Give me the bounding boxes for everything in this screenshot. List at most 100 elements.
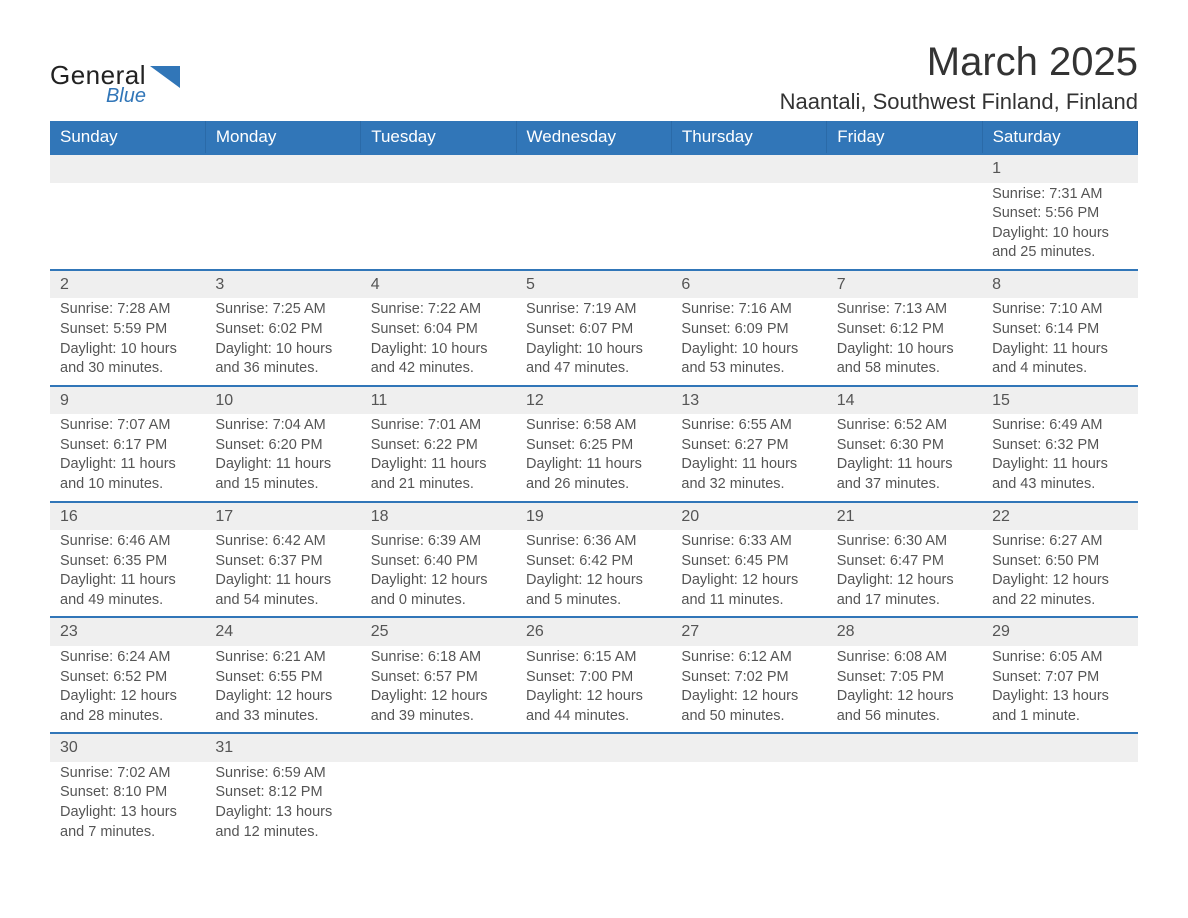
- daynum-row: 23242526272829: [50, 617, 1138, 646]
- sunrise-text: Sunrise: 6:05 AM: [992, 648, 1127, 668]
- day-detail-cell: Sunrise: 7:13 AMSunset: 6:12 PMDaylight:…: [827, 298, 982, 385]
- day-detail-cell: Sunrise: 7:25 AMSunset: 6:02 PMDaylight:…: [205, 298, 360, 385]
- day-number-cell: 2: [50, 270, 205, 299]
- day-number-cell: 25: [361, 617, 516, 646]
- sunrise-text: Sunrise: 6:12 AM: [681, 648, 816, 668]
- sunrise-text: Sunrise: 6:39 AM: [371, 532, 506, 552]
- sunrise-text: Sunrise: 6:46 AM: [60, 532, 195, 552]
- day-detail-cell: Sunrise: 7:31 AMSunset: 5:56 PMDaylight:…: [982, 183, 1137, 270]
- sunrise-text: Sunrise: 7:07 AM: [60, 416, 195, 436]
- sunset-text: Sunset: 7:07 PM: [992, 668, 1127, 688]
- day-detail-cell: Sunrise: 6:24 AMSunset: 6:52 PMDaylight:…: [50, 646, 205, 733]
- sunrise-text: Sunrise: 6:36 AM: [526, 532, 661, 552]
- day-detail-cell: [671, 183, 826, 270]
- sunset-text: Sunset: 6:22 PM: [371, 436, 506, 456]
- daylight-text: Daylight: 10 hours and 30 minutes.: [60, 340, 195, 379]
- sunset-text: Sunset: 6:04 PM: [371, 320, 506, 340]
- day-number-cell: 28: [827, 617, 982, 646]
- detail-row: Sunrise: 6:24 AMSunset: 6:52 PMDaylight:…: [50, 646, 1138, 733]
- day-detail-cell: Sunrise: 6:49 AMSunset: 6:32 PMDaylight:…: [982, 414, 1137, 501]
- detail-row: Sunrise: 7:07 AMSunset: 6:17 PMDaylight:…: [50, 414, 1138, 501]
- sunrise-text: Sunrise: 7:10 AM: [992, 300, 1127, 320]
- day-detail-cell: Sunrise: 6:18 AMSunset: 6:57 PMDaylight:…: [361, 646, 516, 733]
- day-number-cell: 31: [205, 733, 360, 762]
- sunset-text: Sunset: 6:30 PM: [837, 436, 972, 456]
- sunset-text: Sunset: 6:02 PM: [215, 320, 350, 340]
- day-number-cell: 29: [982, 617, 1137, 646]
- weekday-header: Thursday: [671, 121, 826, 154]
- day-number-cell: 13: [671, 386, 826, 415]
- daynum-row: 2345678: [50, 270, 1138, 299]
- sunset-text: Sunset: 6:20 PM: [215, 436, 350, 456]
- day-number-cell: 15: [982, 386, 1137, 415]
- day-detail-cell: Sunrise: 7:16 AMSunset: 6:09 PMDaylight:…: [671, 298, 826, 385]
- sunrise-text: Sunrise: 6:49 AM: [992, 416, 1127, 436]
- day-detail-cell: Sunrise: 7:10 AMSunset: 6:14 PMDaylight:…: [982, 298, 1137, 385]
- daynum-row: 3031: [50, 733, 1138, 762]
- sunset-text: Sunset: 6:40 PM: [371, 552, 506, 572]
- sunrise-text: Sunrise: 6:27 AM: [992, 532, 1127, 552]
- day-number-cell: 12: [516, 386, 671, 415]
- sunset-text: Sunset: 5:59 PM: [60, 320, 195, 340]
- day-detail-cell: Sunrise: 7:02 AMSunset: 8:10 PMDaylight:…: [50, 762, 205, 848]
- day-number-cell: 23: [50, 617, 205, 646]
- day-detail-cell: Sunrise: 7:19 AMSunset: 6:07 PMDaylight:…: [516, 298, 671, 385]
- logo-text: General Blue: [50, 60, 146, 108]
- header: General Blue March 2025 Naantali, Southw…: [50, 40, 1138, 115]
- sunset-text: Sunset: 6:25 PM: [526, 436, 661, 456]
- sunset-text: Sunset: 7:05 PM: [837, 668, 972, 688]
- sunset-text: Sunset: 5:56 PM: [992, 204, 1127, 224]
- daylight-text: Daylight: 12 hours and 39 minutes.: [371, 687, 506, 726]
- day-detail-cell: Sunrise: 6:21 AMSunset: 6:55 PMDaylight:…: [205, 646, 360, 733]
- day-detail-cell: Sunrise: 6:42 AMSunset: 6:37 PMDaylight:…: [205, 530, 360, 617]
- daylight-text: Daylight: 11 hours and 10 minutes.: [60, 455, 195, 494]
- weekday-header: Friday: [827, 121, 982, 154]
- sunset-text: Sunset: 6:50 PM: [992, 552, 1127, 572]
- daylight-text: Daylight: 12 hours and 22 minutes.: [992, 571, 1127, 610]
- day-number-cell: 16: [50, 502, 205, 531]
- daylight-text: Daylight: 13 hours and 1 minute.: [992, 687, 1127, 726]
- sunrise-text: Sunrise: 6:59 AM: [215, 764, 350, 784]
- day-number-cell: [50, 154, 205, 183]
- day-number-cell: 9: [50, 386, 205, 415]
- day-detail-cell: [516, 762, 671, 848]
- daylight-text: Daylight: 10 hours and 36 minutes.: [215, 340, 350, 379]
- daylight-text: Daylight: 10 hours and 42 minutes.: [371, 340, 506, 379]
- daylight-text: Daylight: 10 hours and 58 minutes.: [837, 340, 972, 379]
- daylight-text: Daylight: 10 hours and 25 minutes.: [992, 224, 1127, 263]
- day-detail-cell: Sunrise: 6:58 AMSunset: 6:25 PMDaylight:…: [516, 414, 671, 501]
- day-detail-cell: [827, 762, 982, 848]
- day-number-cell: [361, 154, 516, 183]
- daylight-text: Daylight: 10 hours and 47 minutes.: [526, 340, 661, 379]
- day-detail-cell: [50, 183, 205, 270]
- sunrise-text: Sunrise: 6:52 AM: [837, 416, 972, 436]
- daylight-text: Daylight: 10 hours and 53 minutes.: [681, 340, 816, 379]
- day-number-cell: [361, 733, 516, 762]
- day-number-cell: [516, 733, 671, 762]
- weekday-header: Wednesday: [516, 121, 671, 154]
- sunrise-text: Sunrise: 6:30 AM: [837, 532, 972, 552]
- daylight-text: Daylight: 12 hours and 56 minutes.: [837, 687, 972, 726]
- sunset-text: Sunset: 6:17 PM: [60, 436, 195, 456]
- day-number-cell: [827, 154, 982, 183]
- day-detail-cell: Sunrise: 7:28 AMSunset: 5:59 PMDaylight:…: [50, 298, 205, 385]
- day-detail-cell: [827, 183, 982, 270]
- sunset-text: Sunset: 6:12 PM: [837, 320, 972, 340]
- sunrise-text: Sunrise: 7:01 AM: [371, 416, 506, 436]
- day-number-cell: 8: [982, 270, 1137, 299]
- day-detail-cell: Sunrise: 7:07 AMSunset: 6:17 PMDaylight:…: [50, 414, 205, 501]
- sunrise-text: Sunrise: 7:16 AM: [681, 300, 816, 320]
- sunrise-text: Sunrise: 7:31 AM: [992, 185, 1127, 205]
- sunset-text: Sunset: 6:52 PM: [60, 668, 195, 688]
- sunrise-text: Sunrise: 6:15 AM: [526, 648, 661, 668]
- day-number-cell: 1: [982, 154, 1137, 183]
- day-detail-cell: [982, 762, 1137, 848]
- day-detail-cell: Sunrise: 6:39 AMSunset: 6:40 PMDaylight:…: [361, 530, 516, 617]
- day-number-cell: 4: [361, 270, 516, 299]
- day-number-cell: 22: [982, 502, 1137, 531]
- sunrise-text: Sunrise: 7:19 AM: [526, 300, 661, 320]
- sunset-text: Sunset: 6:07 PM: [526, 320, 661, 340]
- daylight-text: Daylight: 12 hours and 0 minutes.: [371, 571, 506, 610]
- month-title: March 2025: [780, 40, 1138, 85]
- daylight-text: Daylight: 12 hours and 28 minutes.: [60, 687, 195, 726]
